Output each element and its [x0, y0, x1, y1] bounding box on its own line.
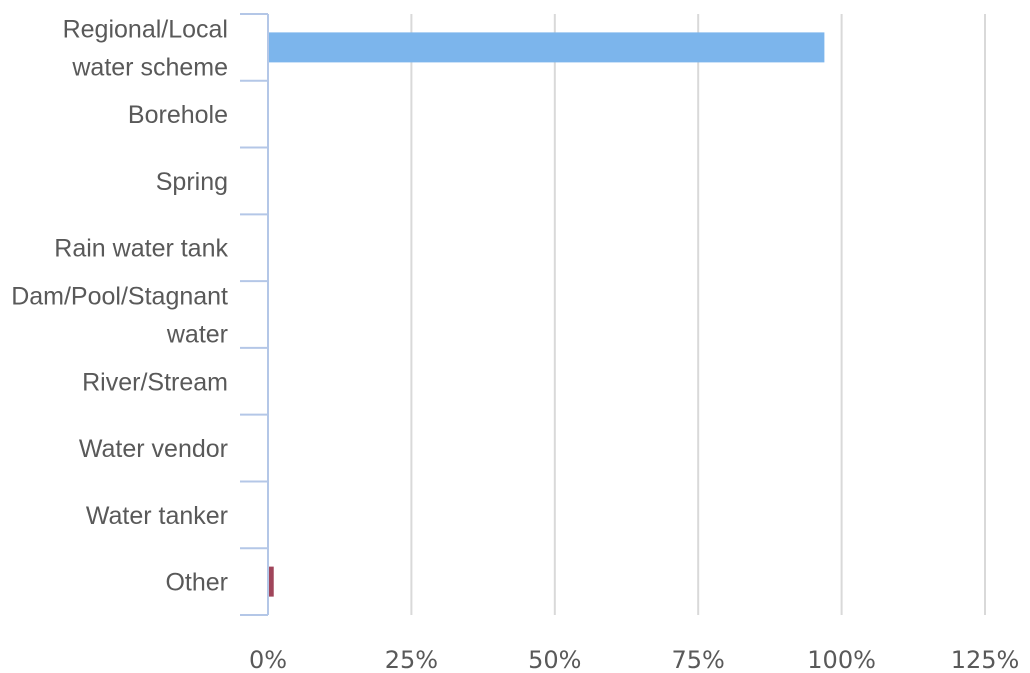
bars [268, 32, 825, 597]
bar [268, 32, 825, 63]
x-tick-label: 25% [385, 646, 438, 673]
x-tick-label: 125% [951, 646, 1020, 673]
bar [268, 566, 274, 597]
x-tick-label: 0% [249, 646, 287, 673]
category-label: Other [165, 569, 228, 597]
category-labels: Regional/Local water scheme Borehole Spring… [11, 15, 228, 596]
category-label: Water tanker [86, 502, 228, 530]
x-tick-label: 75% [672, 646, 725, 673]
category-axis [240, 13, 269, 616]
x-tick-label: 100% [807, 646, 876, 673]
category-label: River/Stream [82, 368, 228, 396]
category-label: Rain water tank [54, 235, 228, 263]
value-axis-tick-labels: 0% 25% 50% 75% 100% 125% [249, 646, 1019, 673]
category-label: Regional/Local water scheme [63, 15, 228, 81]
gridlines [410, 14, 986, 615]
x-tick-label: 50% [528, 646, 581, 673]
category-label: Dam/Pool/Stagnant water [11, 283, 228, 349]
category-label: Borehole [128, 101, 228, 129]
category-label: Water vendor [79, 435, 228, 463]
category-label: Spring [156, 168, 228, 196]
